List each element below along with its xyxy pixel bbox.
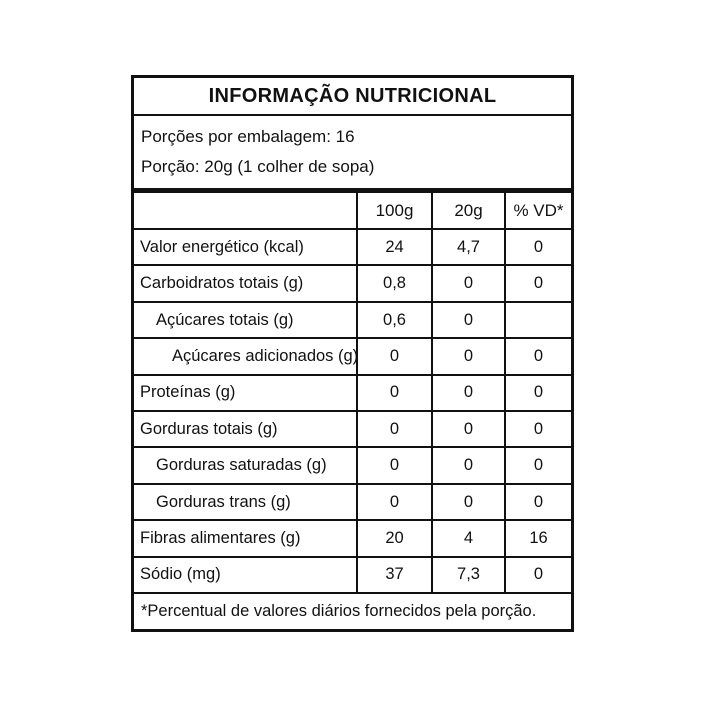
row-label: Açúcares adicionados (g) — [172, 346, 356, 365]
table-row-sodio: Sódio (mg) 37 7,3 0 — [134, 555, 571, 593]
table-row-valor-energetico: Valor energético (kcal) 24 4,7 0 — [134, 228, 571, 265]
row-label: Carboidratos totais (g) — [140, 274, 304, 293]
table-row-proteinas: Proteínas (g) 0 0 0 — [134, 373, 571, 411]
row-label: Gorduras totais (g) — [140, 419, 278, 438]
table-row-gorduras-totais: Gorduras totais (g) 0 0 0 — [134, 410, 571, 447]
serving-info: Porções por embalagem: 16 Porção: 20g (1… — [134, 116, 571, 193]
value-vd: 0 — [504, 339, 571, 374]
value-100g: 0 — [356, 375, 431, 411]
value-vd: 0 — [504, 230, 571, 265]
value-20g: 0 — [431, 302, 504, 338]
value-vd: 16 — [504, 521, 571, 556]
value-100g: 0 — [356, 484, 431, 520]
row-label: Gorduras trans (g) — [156, 492, 291, 511]
value-100g: 0,6 — [356, 302, 431, 338]
row-label: Açúcares totais (g) — [156, 310, 294, 329]
row-label: Proteínas (g) — [140, 383, 236, 402]
column-header-100g: 100g — [356, 193, 431, 228]
value-100g: 20 — [356, 521, 431, 556]
value-vd: 0 — [504, 266, 571, 301]
table-row-acucares-totais: Açúcares totais (g) 0,6 0 — [134, 300, 571, 338]
table-title: INFORMAÇÃO NUTRICIONAL — [134, 78, 571, 116]
value-20g: 0 — [431, 339, 504, 374]
servings-per-package: Porções por embalagem: 16 — [141, 127, 355, 147]
value-20g: 4,7 — [431, 230, 504, 265]
value-100g: 37 — [356, 557, 431, 593]
value-vd: 0 — [504, 484, 571, 520]
table-row-fibras: Fibras alimentares (g) 20 4 16 — [134, 519, 571, 556]
table-row-gorduras-saturadas: Gorduras saturadas (g) 0 0 0 — [134, 446, 571, 483]
value-vd: 0 — [504, 557, 571, 593]
value-20g: 0 — [431, 448, 504, 483]
row-label: Valor energético (kcal) — [140, 237, 304, 256]
column-header-vd: % VD* — [504, 193, 571, 228]
column-header-blank — [134, 193, 356, 228]
value-20g: 0 — [431, 266, 504, 301]
value-20g: 4 — [431, 521, 504, 556]
serving-size: Porção: 20g (1 colher de sopa) — [141, 156, 375, 176]
value-20g: 0 — [431, 484, 504, 520]
value-vd — [504, 302, 571, 338]
value-vd: 0 — [504, 412, 571, 447]
value-vd: 0 — [504, 448, 571, 483]
table-row-carboidratos: Carboidratos totais (g) 0,8 0 0 — [134, 264, 571, 301]
value-20g: 7,3 — [431, 557, 504, 593]
column-header-20g: 20g — [431, 193, 504, 228]
row-label: Fibras alimentares (g) — [140, 528, 301, 547]
value-100g: 0 — [356, 412, 431, 447]
row-label: Gorduras saturadas (g) — [156, 456, 327, 475]
value-100g: 24 — [356, 230, 431, 265]
column-header-row: 100g 20g % VD* — [134, 193, 571, 228]
nutrition-facts-table: INFORMAÇÃO NUTRICIONAL Porções por embal… — [131, 75, 574, 632]
table-row-gorduras-trans: Gorduras trans (g) 0 0 0 — [134, 482, 571, 520]
value-20g: 0 — [431, 412, 504, 447]
table-body: Valor energético (kcal) 24 4,7 0 Carboid… — [134, 228, 571, 593]
value-vd: 0 — [504, 375, 571, 411]
value-100g: 0,8 — [356, 266, 431, 301]
value-20g: 0 — [431, 375, 504, 411]
value-100g: 0 — [356, 339, 431, 374]
row-label: Sódio (mg) — [140, 565, 221, 584]
value-100g: 0 — [356, 448, 431, 483]
footnote: *Percentual de valores diários fornecido… — [134, 592, 571, 629]
table-row-acucares-adicionados: Açúcares adicionados (g) 0 0 0 — [134, 337, 571, 374]
